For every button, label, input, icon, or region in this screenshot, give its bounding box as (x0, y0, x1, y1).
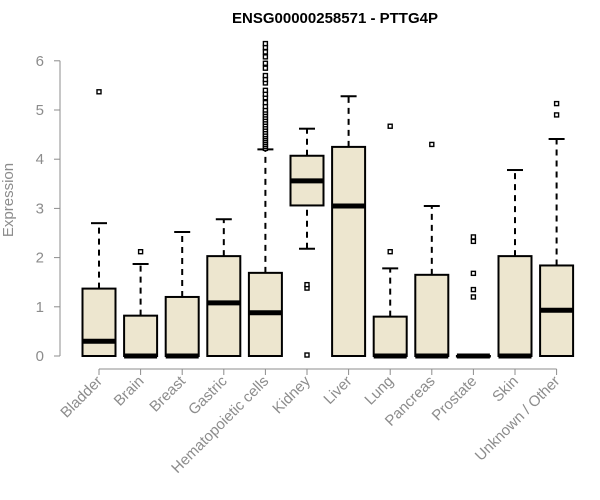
y-tick-label: 4 (36, 151, 44, 168)
box-pancreas (414, 141, 450, 359)
box-body (331, 145, 367, 357)
box-prostate (455, 234, 491, 359)
outlier-point (553, 112, 560, 118)
outlier-point (304, 352, 310, 358)
box-skin (497, 169, 533, 359)
box-body (206, 255, 242, 357)
outlier-point (470, 270, 477, 277)
y-tick-label: 6 (36, 53, 44, 70)
x-tick-label: Prostate (429, 373, 481, 425)
box-body (414, 273, 450, 358)
box-gastric (206, 218, 242, 357)
box-kidney (289, 127, 325, 358)
box-bladder (81, 89, 117, 358)
chart-title: ENSG00000258571 - PTTG4P (232, 10, 438, 27)
y-tick-label: 0 (36, 348, 44, 365)
box-liver (331, 95, 367, 357)
x-tick-label: Liver (320, 373, 355, 408)
box-body (372, 315, 408, 358)
outlier-point (262, 72, 269, 79)
y-tick-label: 3 (36, 200, 44, 217)
box-unknown-other (539, 100, 575, 357)
outlier-point (262, 99, 269, 106)
y-tick-label: 5 (36, 102, 44, 119)
x-tick-label: Kidney (269, 372, 314, 417)
y-tick-label: 1 (36, 299, 44, 316)
outlier-point (262, 60, 269, 66)
outlier-point (387, 248, 393, 255)
x-tick-label: Brain (111, 373, 148, 410)
outlier-point (429, 141, 435, 148)
x-tick-label: Skin (489, 373, 522, 406)
outlier-point (470, 234, 477, 240)
box-body (123, 314, 159, 358)
x-tick-label: Breast (146, 372, 189, 415)
box-lung (372, 123, 408, 359)
outlier-point (470, 294, 477, 300)
box-body (164, 295, 200, 357)
outlier-point (304, 281, 310, 288)
outlier-point (137, 248, 144, 255)
box-body (81, 287, 117, 358)
box-breast (164, 231, 200, 359)
y-tick-label: 2 (36, 250, 44, 267)
outlier-point (262, 49, 269, 55)
outlier-point (262, 54, 269, 60)
box-hematopoietic-cells (247, 40, 283, 357)
boxes-layer (81, 40, 575, 359)
y-axis: 0 1 2 3 4 5 6 (36, 53, 61, 365)
outlier-point (262, 65, 269, 71)
outlier-point (470, 238, 477, 245)
outlier-point (470, 286, 477, 293)
outlier-point (262, 40, 269, 47)
box-body (497, 255, 533, 357)
x-tick-label: Bladder (57, 373, 106, 422)
outlier-point (262, 87, 269, 94)
x-tick-label: Lung (361, 373, 397, 409)
box-brain (123, 248, 159, 359)
outlier-point (553, 100, 560, 107)
outlier-point (387, 123, 393, 129)
outlier-point (96, 89, 102, 95)
y-axis-label: Expression (0, 163, 17, 237)
